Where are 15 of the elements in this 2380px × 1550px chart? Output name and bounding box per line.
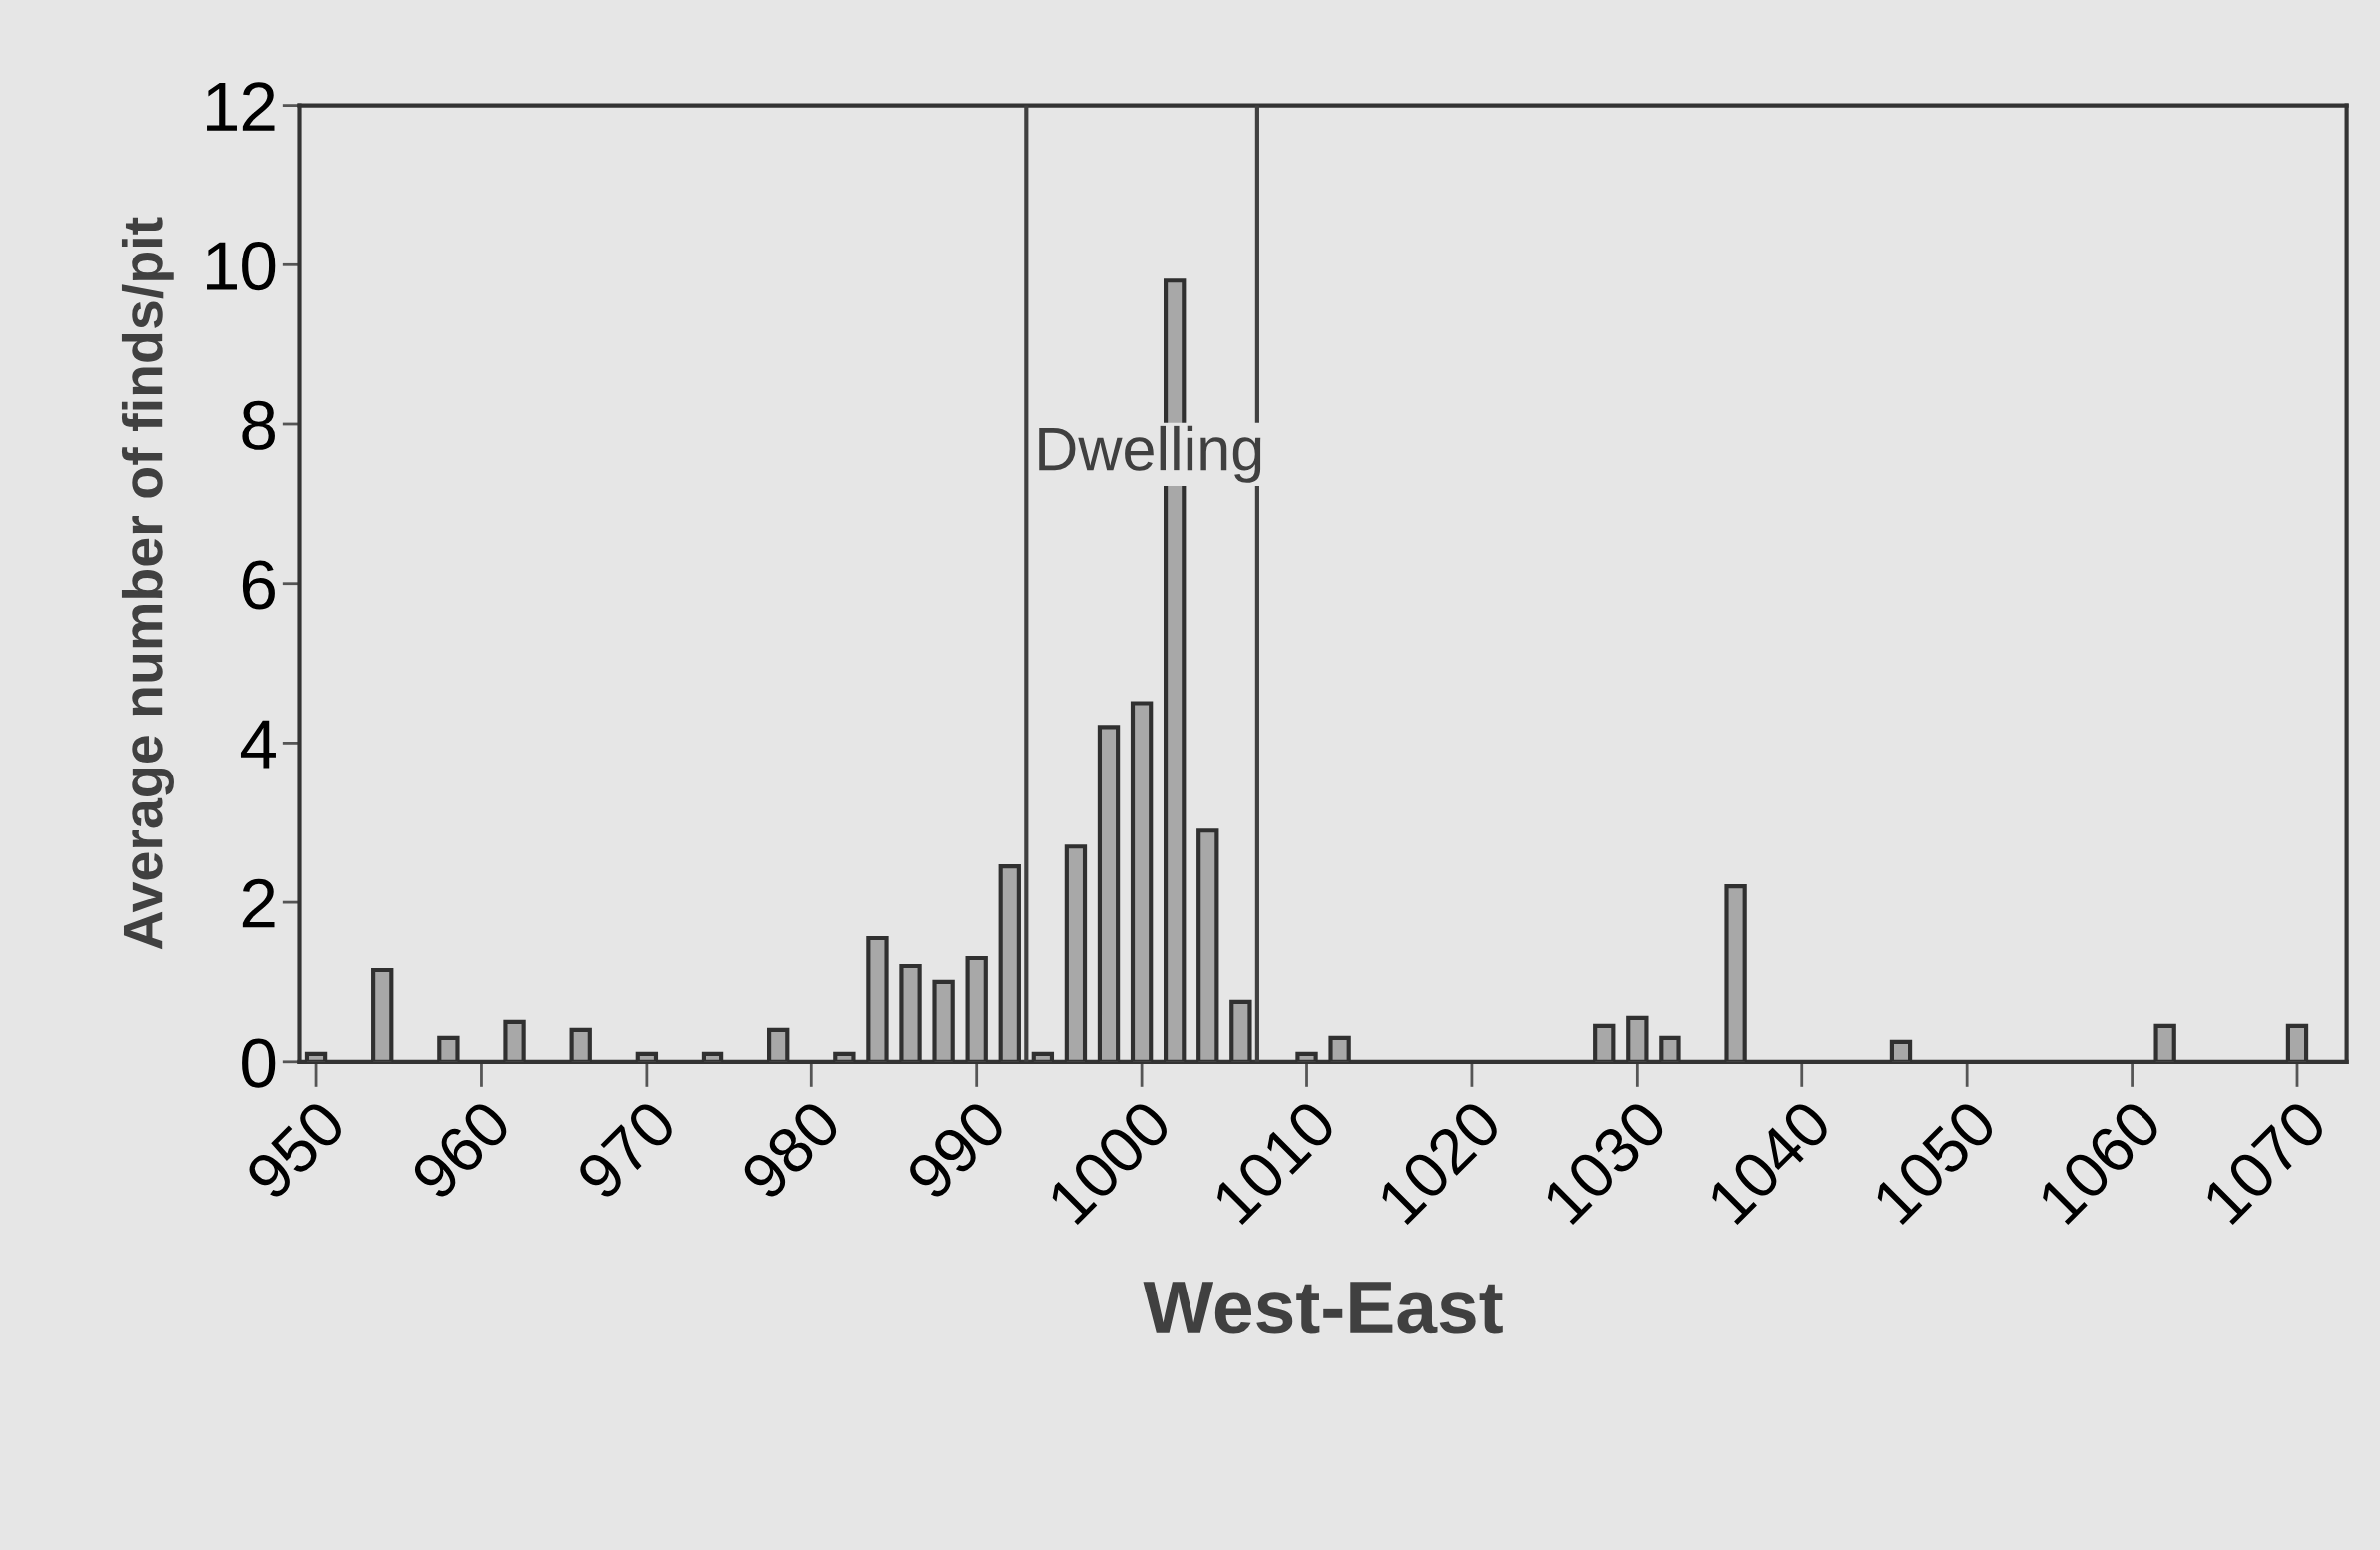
x-tick-label: 960: [409, 1098, 513, 1202]
y-tick-label: 4: [240, 720, 276, 769]
x-tick-label: 990: [904, 1098, 1009, 1202]
y-tick-label: 10: [207, 241, 276, 291]
y-tick-label: 6: [242, 560, 275, 610]
x-tick-label: 970: [574, 1098, 679, 1202]
x-axis-title: West-East: [1143, 1282, 1503, 1334]
y-tick-label: 12: [207, 82, 275, 131]
x-tick-label: 950: [244, 1098, 348, 1202]
y-tick-label: 8: [242, 400, 275, 450]
annotation: Dwelling: [1039, 425, 1261, 483]
y-axis-title: Average number of finds/pit: [121, 217, 174, 950]
x-tick-label: 980: [739, 1098, 843, 1202]
y-tick-label: 2: [242, 878, 275, 928]
y-tick-label: 0: [242, 1038, 276, 1088]
